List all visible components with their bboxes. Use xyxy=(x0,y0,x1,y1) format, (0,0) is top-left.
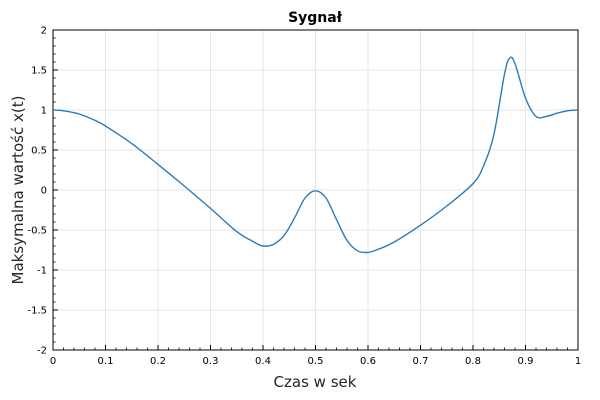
y-tick-label: -2 xyxy=(37,346,47,357)
y-tick-label: 0.5 xyxy=(31,146,47,157)
x-axis-label: Czas w sek xyxy=(274,373,357,391)
x-tick-label: 0.8 xyxy=(465,356,481,367)
grid xyxy=(52,29,579,351)
x-tick-label: 0.5 xyxy=(308,356,324,367)
y-tick-label: -1 xyxy=(37,266,47,277)
x-tick-label: 0.4 xyxy=(255,356,271,367)
x-tick-label: 0 xyxy=(50,356,56,367)
x-tick-label: 0.3 xyxy=(203,356,219,367)
chart-title: Sygnał xyxy=(288,10,343,26)
x-tick-label: 0.6 xyxy=(360,356,376,367)
x-tick-label: 1 xyxy=(575,356,581,367)
y-axis: -2 -1.5 -1 -0.5 0 0.5 1 1.5 2 xyxy=(27,26,58,357)
y-axis-label: Maksymalna wartość x(t) xyxy=(9,96,27,285)
x-axis: 0 0.1 0.2 0.3 0.4 0.5 0.6 0.7 0.8 0.9 1 xyxy=(50,345,581,367)
x-tick-label: 0.2 xyxy=(150,356,166,367)
x-tick-label: 0.9 xyxy=(518,356,534,367)
y-tick-label: 2 xyxy=(41,26,47,37)
y-tick-label: -0.5 xyxy=(27,226,47,237)
x-tick-label: 0.1 xyxy=(98,356,114,367)
x-tick-label: 0.7 xyxy=(413,356,429,367)
y-tick-label: -1.5 xyxy=(27,306,47,317)
y-tick-label: 0 xyxy=(41,186,47,197)
series-line xyxy=(52,56,579,254)
y-tick-label: 1 xyxy=(41,106,47,117)
y-tick-label: 1.5 xyxy=(31,66,47,77)
